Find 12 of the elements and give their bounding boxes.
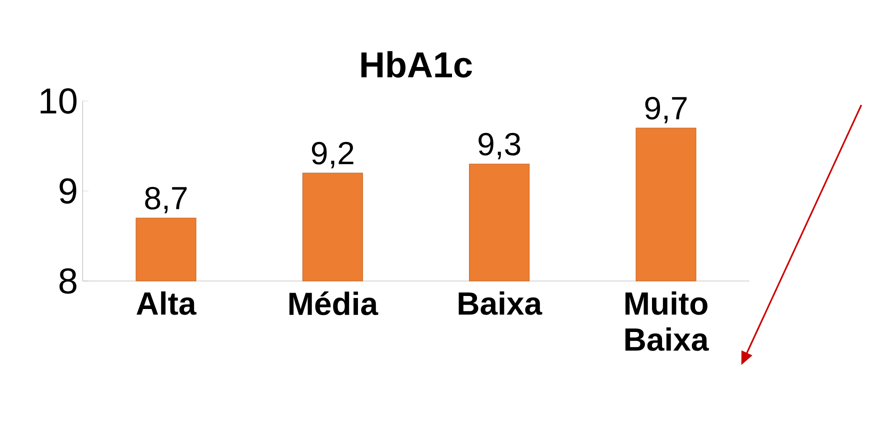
x-tick-label: Baixa [458, 291, 542, 315]
x-tick-label: Média [289, 291, 378, 316]
y-tick-label: 9 [60, 178, 76, 204]
chart-title: HbA1c [361, 51, 472, 78]
x-tick-label: Muito Baixa [625, 291, 709, 351]
x-tick-label: Alta [136, 291, 196, 315]
data-label: 9,3 [478, 132, 520, 160]
y-tick-label: 10 [40, 88, 77, 114]
data-label: 9,7 [645, 96, 687, 124]
data-label: 9,2 [312, 142, 354, 168]
data-label: 8,7 [145, 186, 187, 214]
y-tick-label: 8 [60, 268, 76, 294]
